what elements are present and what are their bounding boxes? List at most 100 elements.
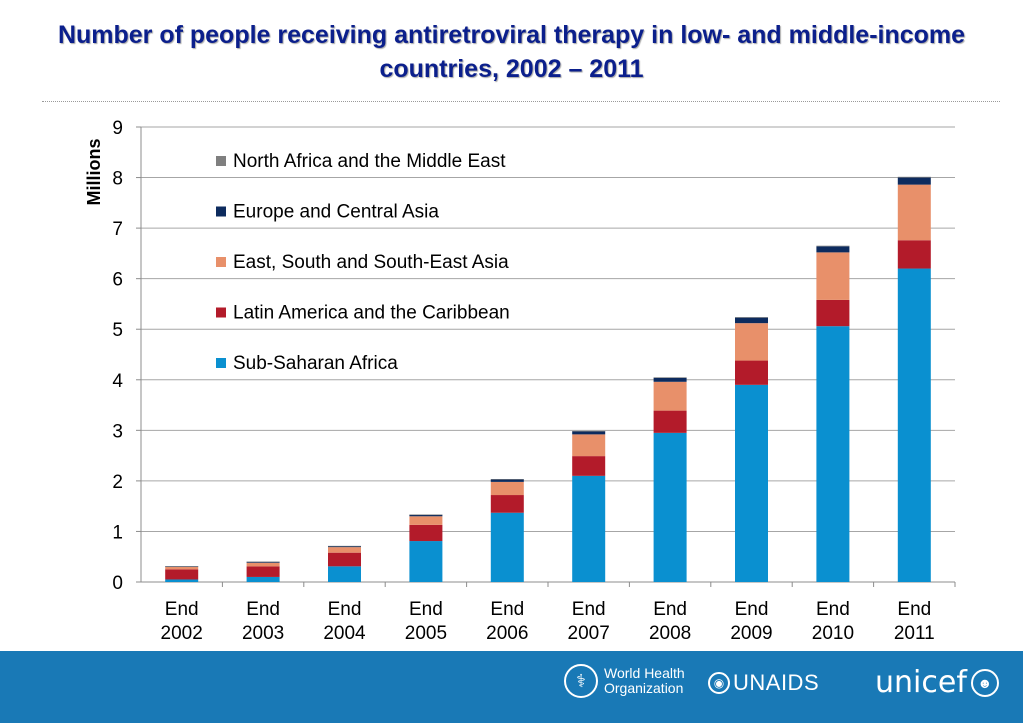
- unicef-name: unicef: [875, 665, 967, 700]
- bar-segment: [165, 579, 199, 582]
- bar-segment: [897, 240, 931, 269]
- legend-label: East, South and South-East Asia: [233, 252, 509, 273]
- bar-segment: [572, 475, 606, 582]
- who-name-line2: Organization: [604, 680, 684, 696]
- bar-segment: [735, 317, 768, 318]
- legend-label: Latin America and the Caribbean: [233, 303, 510, 324]
- x-tick-label: 2011: [894, 623, 935, 644]
- unaids-ribbon-icon: ◉: [708, 672, 730, 694]
- bar-segment: [816, 326, 850, 582]
- bar-segment: [490, 481, 524, 496]
- x-tick-label: 2002: [161, 623, 203, 644]
- bar-segment: [897, 176, 931, 178]
- bar-segment: [816, 299, 850, 327]
- legend-label: Europe and Central Asia: [233, 202, 439, 223]
- legend-swatch: [216, 257, 226, 267]
- bar-segment: [816, 246, 850, 253]
- footer-band: [0, 651, 1023, 723]
- stacked-bar-chart: 0 1 2 3 4 5 6 7 8 9 Millions End 2002 End 2003 End 2004 E…: [84, 118, 956, 644]
- legend-label: Sub-Saharan Africa: [233, 353, 398, 374]
- bar-segment: [409, 514, 443, 516]
- y-tick-label: 3: [112, 421, 123, 442]
- bar-segment: [165, 569, 199, 580]
- y-tick-label: 7: [112, 219, 123, 240]
- legend-swatch: [216, 358, 226, 368]
- bar-segment: [735, 384, 768, 582]
- bar-segment: [897, 268, 931, 582]
- x-tick-label: 2003: [242, 623, 284, 644]
- bar-segment: [572, 431, 606, 435]
- x-tick-label: 2009: [730, 623, 772, 644]
- x-tick-label: End: [328, 599, 362, 620]
- bar-segment: [735, 360, 768, 385]
- unaids-logo: ◉ UNAIDS: [708, 670, 819, 696]
- bar-segment: [246, 562, 280, 567]
- x-tick-label: End: [653, 599, 687, 620]
- bar-segment: [653, 432, 687, 582]
- who-name-line1: World Health: [604, 665, 685, 681]
- x-tick-label: End: [897, 599, 931, 620]
- x-tick-label: 2010: [812, 623, 854, 644]
- title-divider: [42, 101, 1000, 102]
- x-tick-label: End: [735, 599, 769, 620]
- bar-segment: [653, 381, 687, 411]
- bar-segment: [816, 245, 850, 247]
- unicef-emblem-icon: ☻: [970, 668, 999, 697]
- legend-swatch: [216, 307, 226, 318]
- bar-segment: [735, 317, 768, 324]
- x-tick-label: End: [572, 599, 606, 620]
- who-emblem-icon: ⚕: [564, 664, 598, 698]
- x-tick-label: End: [490, 599, 524, 620]
- bar-segment: [328, 552, 361, 567]
- bar-segment: [328, 546, 361, 548]
- bar-segment: [409, 541, 443, 582]
- bar-segment: [165, 566, 199, 570]
- bar-segment: [246, 566, 280, 577]
- legend-swatch: [216, 206, 226, 217]
- bar-segment: [490, 479, 524, 482]
- bar-segment: [490, 495, 524, 513]
- bar-segment: [897, 184, 931, 241]
- y-tick-label: 0: [112, 573, 123, 594]
- x-tick-label: End: [165, 599, 199, 620]
- bar-segment: [490, 479, 524, 480]
- x-tick-label: 2008: [649, 623, 691, 644]
- bar-segment: [328, 545, 361, 547]
- bar-segment: [246, 561, 280, 563]
- bar-segment: [409, 516, 443, 525]
- y-tick-label: 1: [112, 522, 123, 543]
- bar-segment: [409, 524, 443, 542]
- bar-segment: [328, 566, 361, 582]
- y-tick-label: 4: [112, 371, 123, 392]
- x-tick-label: 2004: [323, 623, 366, 644]
- y-tick-label: 5: [112, 320, 123, 341]
- x-tick-label: 2006: [486, 623, 528, 644]
- bar-segment: [653, 410, 687, 433]
- x-tick-label: End: [816, 599, 850, 620]
- bar-segment: [409, 514, 443, 517]
- bar-segment: [572, 430, 606, 432]
- x-tick-label: End: [246, 599, 280, 620]
- legend-label: North Africa and the Middle East: [233, 151, 506, 172]
- x-tick-label: 2007: [568, 623, 610, 644]
- bar-segment: [653, 377, 687, 382]
- bar-segment: [897, 177, 931, 185]
- unaids-name: UNAIDS: [733, 670, 820, 695]
- bar-segment: [328, 547, 361, 553]
- y-tick-label: 2: [112, 472, 123, 493]
- x-tick-label: 2005: [405, 623, 447, 644]
- bar-segment: [653, 377, 687, 378]
- bar-segment: [572, 456, 606, 476]
- chart-title: Number of people receiving antiretrovira…: [57, 21, 966, 83]
- y-tick-label: 6: [112, 270, 123, 291]
- bar-segment: [490, 512, 524, 582]
- bar-segment: [816, 252, 850, 300]
- bar-segment: [572, 434, 606, 457]
- bar-segment: [246, 561, 280, 563]
- y-tick-label: 8: [112, 169, 123, 190]
- x-tick-label: End: [409, 599, 443, 620]
- legend-swatch: [216, 156, 226, 166]
- unicef-logo: unicef ☻: [875, 665, 999, 700]
- who-logo: ⚕ World Health Organization: [564, 664, 685, 698]
- bar-segment: [165, 566, 199, 567]
